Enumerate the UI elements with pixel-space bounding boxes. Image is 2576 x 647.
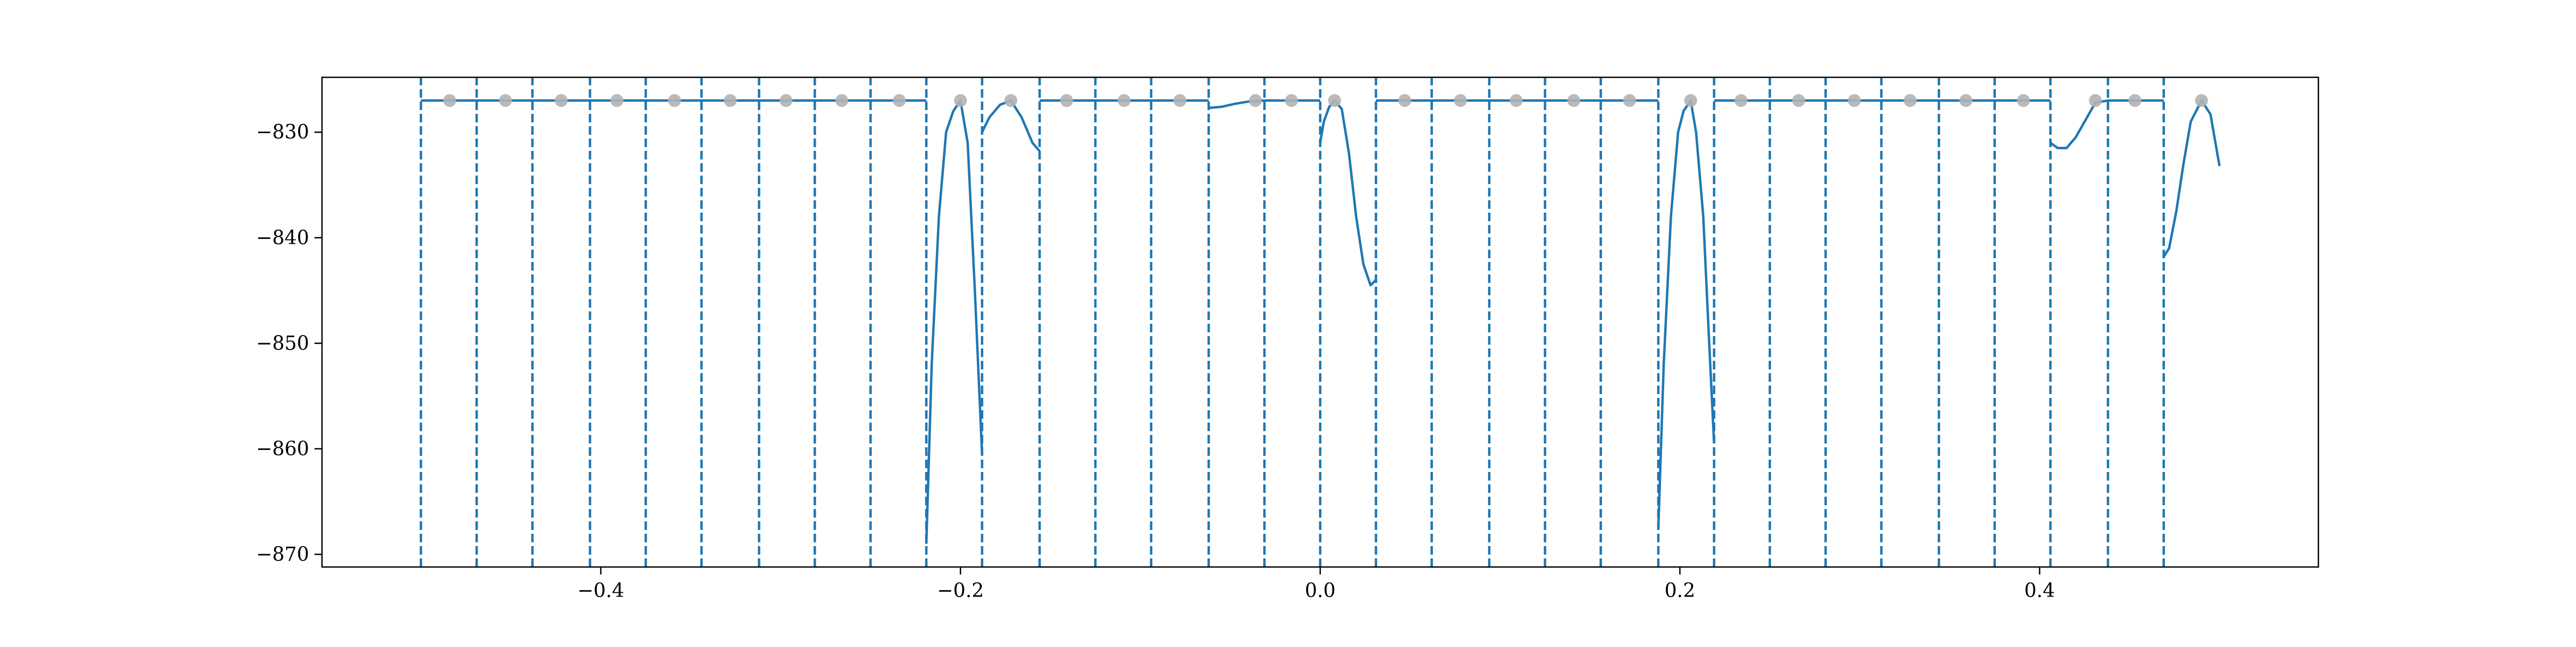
data-point-marker	[1623, 94, 1636, 107]
data-point-marker	[1454, 94, 1467, 107]
data-point-marker	[1735, 94, 1748, 107]
data-point-marker	[954, 94, 967, 107]
data-point-marker	[1848, 94, 1861, 107]
x-tick-label: −0.2	[937, 580, 984, 602]
data-point-marker	[668, 94, 681, 107]
x-tick-label: 0.2	[1665, 580, 1695, 602]
y-tick-label: −840	[256, 227, 309, 249]
series-line-segment	[1319, 99, 1377, 287]
data-point-marker	[892, 94, 906, 107]
data-point-marker	[1328, 94, 1341, 107]
data-point-marker	[1567, 94, 1580, 107]
data-point-marker	[443, 94, 456, 107]
data-point-marker	[1060, 94, 1073, 107]
data-point-marker	[2017, 94, 2030, 107]
data-point-marker	[1117, 94, 1131, 107]
y-tick-label: −850	[256, 332, 309, 354]
data-point-marker	[610, 94, 624, 107]
data-point-marker	[1684, 94, 1697, 107]
data-point-marker	[835, 94, 848, 107]
data-point-marker	[723, 94, 737, 107]
data-point-marker	[499, 94, 512, 107]
data-point-marker	[1285, 94, 1298, 107]
data-point-marker	[1904, 94, 1917, 107]
data-point-marker	[1792, 94, 1805, 107]
data-point-marker	[1398, 94, 1411, 107]
y-tick-label: −860	[256, 438, 309, 460]
data-point-marker	[779, 94, 793, 107]
data-point-marker	[1510, 94, 1523, 107]
axis-ticks: −0.4 −0.2 0.0 0.2 0.4 −830 −840 −850 −860 −870	[256, 121, 2055, 602]
data-point-marker	[1249, 94, 1262, 107]
data-point-marker	[2195, 94, 2208, 107]
data-point-marker	[1959, 94, 1973, 107]
x-tick-label: 0.4	[2024, 580, 2055, 602]
series-line-segment	[2162, 99, 2221, 258]
data-point-marker	[1173, 94, 1187, 107]
data-point-marker	[2128, 94, 2142, 107]
data-point-marker	[2089, 94, 2102, 107]
data-point-marker	[1004, 94, 1018, 107]
data-point-marker	[554, 94, 568, 107]
y-tick-label: −870	[256, 543, 309, 565]
x-tick-label: −0.4	[577, 580, 624, 602]
series-line-segment	[925, 99, 984, 544]
y-tick-label: −830	[256, 121, 309, 143]
plot-area	[420, 77, 2221, 567]
x-tick-label: 0.0	[1305, 580, 1335, 602]
